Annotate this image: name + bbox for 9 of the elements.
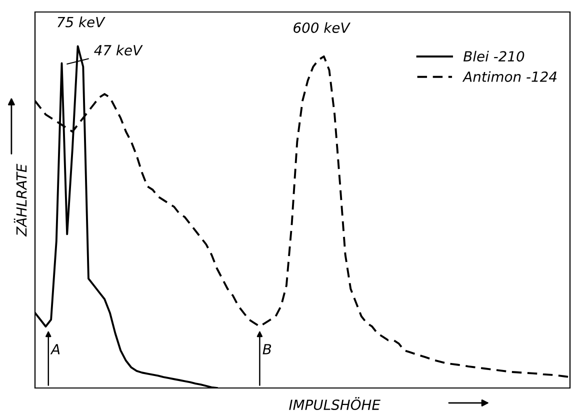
annotation: 47 keV: [94, 44, 143, 56]
text: 75 keV: [58, 16, 106, 28]
annotation: B: [262, 344, 272, 354]
y-axis-title: ZÄHLRATE: [14, 164, 27, 237]
text: 600 keV: [294, 22, 351, 33]
legend-label: Antimon -124: [462, 71, 557, 82]
legend-label: Blei -210: [464, 50, 524, 62]
x-axis-title: IMPULSHÖHE: [289, 397, 380, 410]
annotation: A: [50, 344, 60, 354]
